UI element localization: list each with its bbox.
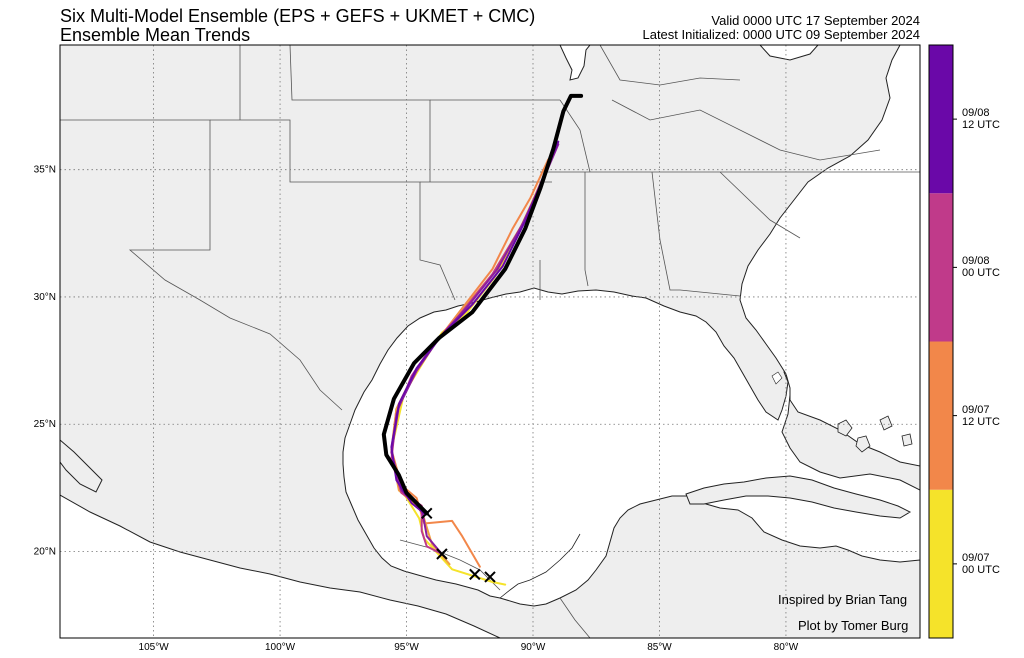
baja-california [60,439,103,493]
lon-tick-label: 100°W [265,642,296,653]
credit-inspired: Inspired by Brian Tang [778,592,908,607]
cuba [685,475,912,519]
bahamas [837,415,913,453]
genesis-x-marker [469,568,481,581]
map-title: Six Multi-Model Ensemble (EPS + GEFS + U… [60,6,536,26]
colorbar-label: 09/07 00 UTC [962,552,1000,576]
credit-plot: Plot by Tomer Burg [798,618,909,633]
lat-tick-label: 20°N [34,546,56,557]
lat-tick-label: 25°N [34,419,56,430]
valid-time: Valid 0000 UTC 17 September 2024 [711,13,920,28]
genesis-x-marker [436,548,448,560]
colorbar-label-time: 00 UTC [962,563,1000,576]
colorbar-segment [929,45,953,194]
colorbar [928,44,957,639]
colorbar-label-time: 12 UTC [962,119,1000,132]
great-lakes [559,45,819,81]
initialized-time: Latest Initialized: 0000 UTC 09 Septembe… [642,27,920,42]
lon-tick-label: 105°W [139,642,170,653]
colorbar-label: 09/08 00 UTC [962,255,1000,279]
ensemble-track-line [390,140,560,515]
colorbar-label-time: 00 UTC [962,267,1000,280]
lon-tick-label: 95°W [394,642,419,653]
political-borders [60,45,920,638]
lon-tick-label: 90°W [521,642,546,653]
genesis-x-marker [484,571,496,583]
colorbar-segment [929,193,953,342]
lat-tick-label: 35°N [34,165,56,176]
colorbar-frame [928,44,954,639]
colorbar-label: 09/07 12 UTC [962,404,1000,428]
campeche-coast [499,533,581,599]
latest-track-line [381,93,584,516]
map-frame [59,44,921,639]
colorbar-label-date: 09/08 [962,255,990,268]
colorbar-segment [929,489,953,638]
colorbar-label: 09/08 12 UTC [962,107,1000,131]
colorbar-label-time: 12 UTC [962,415,1000,428]
colorbar-label-date: 09/07 [962,403,990,416]
pacific-ocean [60,494,501,638]
lon-tick-label: 80°W [774,642,799,653]
lat-tick-label: 30°N [34,292,56,303]
map-subtitle: Ensemble Mean Trends [60,25,251,45]
atlantic-ocean [739,45,920,467]
lon-tick-label: 85°W [647,642,672,653]
colorbar-label-date: 09/08 [962,107,990,120]
colorbar-segment [929,341,953,490]
genesis-x-marker [421,507,433,519]
lake-okeechobee [771,371,783,385]
colorbar-label-date: 09/07 [962,551,990,564]
